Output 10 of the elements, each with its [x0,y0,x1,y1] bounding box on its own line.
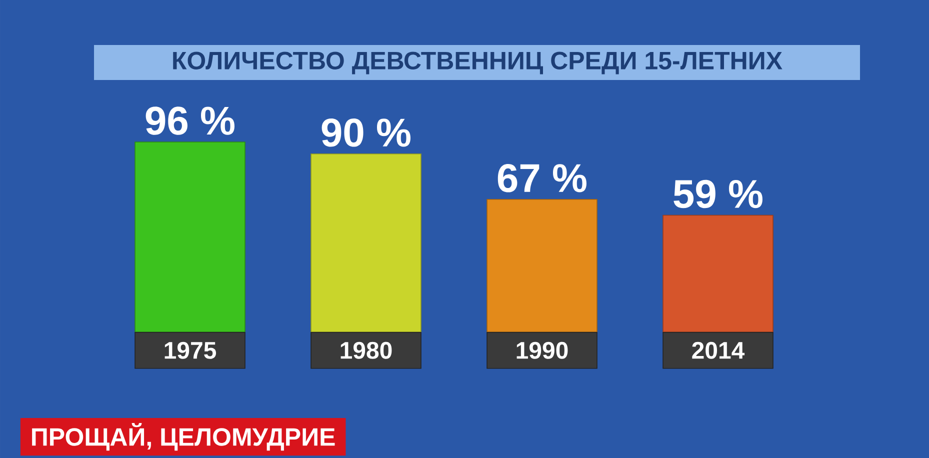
x-tick-label: 1990 [516,342,568,359]
x-tick-label: 1980 [340,342,392,359]
chart-title: КОЛИЧЕСТВО ДЕВСТВЕННИЦ СРЕДИ 15-ЛЕТНИХ [173,52,782,74]
data-label: 59 % [674,180,762,208]
x-tick-label: 2014 [692,342,745,359]
data-label: 90 % [322,118,410,147]
text: ПРОЩАЙ, ЦЕЛОМУДРИЕ [32,422,335,451]
data-label: 96 % [146,106,234,135]
data-label: 67 % [498,164,586,192]
x-tick-label: 1975 [164,342,216,359]
